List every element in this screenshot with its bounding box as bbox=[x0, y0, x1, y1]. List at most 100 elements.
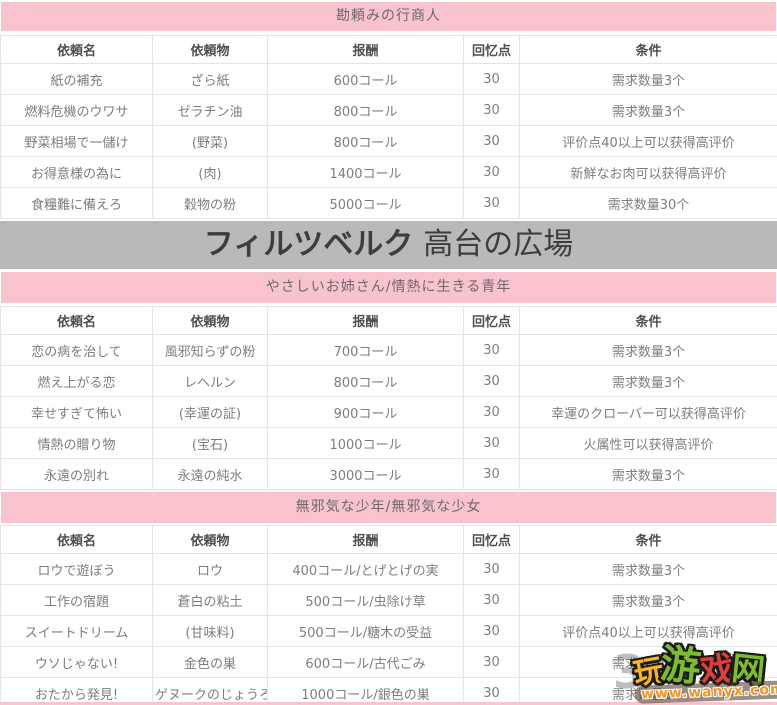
column-header: 报酬 bbox=[267, 35, 464, 64]
quest-cell: ゲヌークのじょうろ bbox=[152, 677, 268, 705]
column-header-row: 依頼名 依頼物 报酬 回忆点 条件 bbox=[0, 35, 777, 64]
quest-cell: 30 bbox=[463, 334, 520, 366]
quest-cell: 蒼白の粘土 bbox=[152, 584, 268, 616]
quest-cell: レヘルン bbox=[152, 365, 268, 397]
quest-cell: 30 bbox=[463, 553, 520, 585]
quest-cell: 燃え上がる恋 bbox=[0, 365, 153, 397]
quest-cell: 工作の宿題 bbox=[0, 584, 153, 616]
quest-cell: (幸運の証) bbox=[152, 396, 268, 428]
quest-cell: 風邪知らずの粉 bbox=[152, 334, 268, 366]
quest-row: お得意様の為に (肉) 1400コール 30 新鮮なお肉可以获得高评价 bbox=[0, 156, 777, 188]
quest-cell: 30 bbox=[463, 125, 520, 157]
quest-cell: 需求数量3个 bbox=[519, 334, 777, 366]
column-header: 依頼名 bbox=[0, 306, 153, 335]
quest-cell: 需求数量3个 bbox=[519, 553, 777, 585]
quest-cell: 需求数量30个 bbox=[519, 187, 777, 219]
quest-cell: 需求数量3个 bbox=[519, 646, 777, 678]
column-header: 条件 bbox=[519, 35, 777, 64]
quest-cell: 需求数量3个 bbox=[519, 584, 777, 616]
column-header: 依頼名 bbox=[0, 35, 153, 64]
quest-cell: 5000コール bbox=[267, 187, 464, 219]
column-header: 条件 bbox=[519, 525, 777, 554]
quest-cell: 食糧難に備えろ bbox=[0, 187, 153, 219]
quest-cell: スイートドリーム bbox=[0, 615, 153, 647]
location-banner: フィルツベルク 高台の広場 bbox=[0, 221, 777, 269]
quest-cell: 幸運のクローバー可以获得高评价 bbox=[519, 396, 777, 428]
quest-cell: 需求数量3个 bbox=[519, 94, 777, 126]
quest-row: 情熱の贈り物 (宝石) 1000コール 30 火属性可以获得高评价 bbox=[0, 427, 777, 459]
quest-cell: 800コール bbox=[267, 365, 464, 397]
quest-cell: 评价点40以上可以获得高评价 bbox=[519, 125, 777, 157]
quest-cell: 600コール/古代ごみ bbox=[267, 646, 464, 678]
section-title-sister-youth: やさしいお姉さん/情熱に生きる青年 bbox=[1, 272, 776, 303]
column-header-row: 依頼名 依頼物 报酬 回忆点 条件 bbox=[0, 306, 777, 335]
quest-cell: ウソじゃない! bbox=[0, 646, 153, 678]
column-header: 依頼物 bbox=[152, 35, 268, 64]
column-header: 回忆点 bbox=[463, 525, 520, 554]
quest-row: ロウで遊ぼう ロウ 400コール/とげとげの実 30 需求数量3个 bbox=[0, 553, 777, 585]
quest-cell: 30 bbox=[463, 677, 520, 705]
quest-cell: 600コール bbox=[267, 63, 464, 95]
quest-cell: 30 bbox=[463, 615, 520, 647]
column-header: 条件 bbox=[519, 306, 777, 335]
quest-cell: 幸せすぎて怖い bbox=[0, 396, 153, 428]
quest-cell: 需求数量3个 bbox=[519, 677, 777, 705]
quest-cell: 需求数量3个 bbox=[519, 458, 777, 490]
quest-cell: 金色の巣 bbox=[152, 646, 268, 678]
quest-cell: 30 bbox=[463, 63, 520, 95]
section-title-merchant: 勘頼みの行商人 bbox=[1, 2, 776, 31]
quest-cell: 30 bbox=[463, 94, 520, 126]
quest-row: 燃え上がる恋 レヘルン 800コール 30 需求数量3个 bbox=[0, 365, 777, 397]
quest-row: 紙の補充 ざら紙 600コール 30 需求数量3个 bbox=[0, 63, 777, 95]
quest-cell: 800コール bbox=[267, 94, 464, 126]
quest-cell: 700コール bbox=[267, 334, 464, 366]
quest-cell: (肉) bbox=[152, 156, 268, 188]
quest-cell: 30 bbox=[463, 396, 520, 428]
column-header-row: 依頼名 依頼物 报酬 回忆点 条件 bbox=[0, 525, 777, 554]
quest-cell: ゼラチン油 bbox=[152, 94, 268, 126]
quest-cell: 野菜相場で一儲け bbox=[0, 125, 153, 157]
quest-cell: お得意様の為に bbox=[0, 156, 153, 188]
column-header: 回忆点 bbox=[463, 306, 520, 335]
quest-row: スイートドリーム (甘味料) 500コール/糖木の受益 30 评价点40以上可以获得高评… bbox=[0, 615, 777, 647]
quest-cell: ざら紙 bbox=[152, 63, 268, 95]
quest-cell: 30 bbox=[463, 156, 520, 188]
column-header: 依頼物 bbox=[152, 306, 268, 335]
quest-row: 工作の宿題 蒼白の粘土 500コール/虫除け草 30 需求数量3个 bbox=[0, 584, 777, 616]
column-header: 依頼名 bbox=[0, 525, 153, 554]
quest-cell: 30 bbox=[463, 458, 520, 490]
column-header: 报酬 bbox=[267, 306, 464, 335]
quest-row: 燃料危機のウワサ ゼラチン油 800コール 30 需求数量3个 bbox=[0, 94, 777, 126]
quest-cell: 30 bbox=[463, 365, 520, 397]
quest-cell: 情熱の贈り物 bbox=[0, 427, 153, 459]
quest-cell: 穀物の粉 bbox=[152, 187, 268, 219]
quest-cell: ロウ bbox=[152, 553, 268, 585]
quest-cell: 新鮮なお肉可以获得高评价 bbox=[519, 156, 777, 188]
quest-row: ウソじゃない! 金色の巣 600コール/古代ごみ 30 需求数量3个 bbox=[0, 646, 777, 678]
next-section-strip bbox=[0, 702, 777, 705]
quest-cell: 需求数量3个 bbox=[519, 365, 777, 397]
quest-cell: (野菜) bbox=[152, 125, 268, 157]
quest-cell: 900コール bbox=[267, 396, 464, 428]
quest-cell: 恋の病を治して bbox=[0, 334, 153, 366]
quest-cell: 30 bbox=[463, 646, 520, 678]
quest-cell: ロウで遊ぼう bbox=[0, 553, 153, 585]
quest-table-merchant: 依頼名 依頼物 报酬 回忆点 条件 紙の補充 ざら紙 600コール 30 需求数量3个 燃料危機のウ… bbox=[0, 35, 777, 219]
quest-cell: (甘味料) bbox=[152, 615, 268, 647]
column-header: 依頼物 bbox=[152, 525, 268, 554]
quest-row: 永遠の別れ 永遠の純水 3000コール 30 需求数量3个 bbox=[0, 458, 777, 490]
location-sub-name: 高台の広場 bbox=[423, 227, 574, 262]
quest-cell: 800コール bbox=[267, 125, 464, 157]
quest-row: おたから発見! ゲヌークのじょうろ 1000コール/銀色の巣 30 需求数量3个 bbox=[0, 677, 777, 705]
quest-cell: 紙の補充 bbox=[0, 63, 153, 95]
quest-cell: 永遠の別れ bbox=[0, 458, 153, 490]
quest-cell: 1000コール/銀色の巣 bbox=[267, 677, 464, 705]
quest-cell: 500コール/糖木の受益 bbox=[267, 615, 464, 647]
quest-cell: 30 bbox=[463, 187, 520, 219]
quest-cell: 30 bbox=[463, 427, 520, 459]
quest-row: 食糧難に備えろ 穀物の粉 5000コール 30 需求数量30个 bbox=[0, 187, 777, 219]
quest-cell: 需求数量3个 bbox=[519, 63, 777, 95]
quest-cell: (宝石) bbox=[152, 427, 268, 459]
quest-cell: 燃料危機のウワサ bbox=[0, 94, 153, 126]
